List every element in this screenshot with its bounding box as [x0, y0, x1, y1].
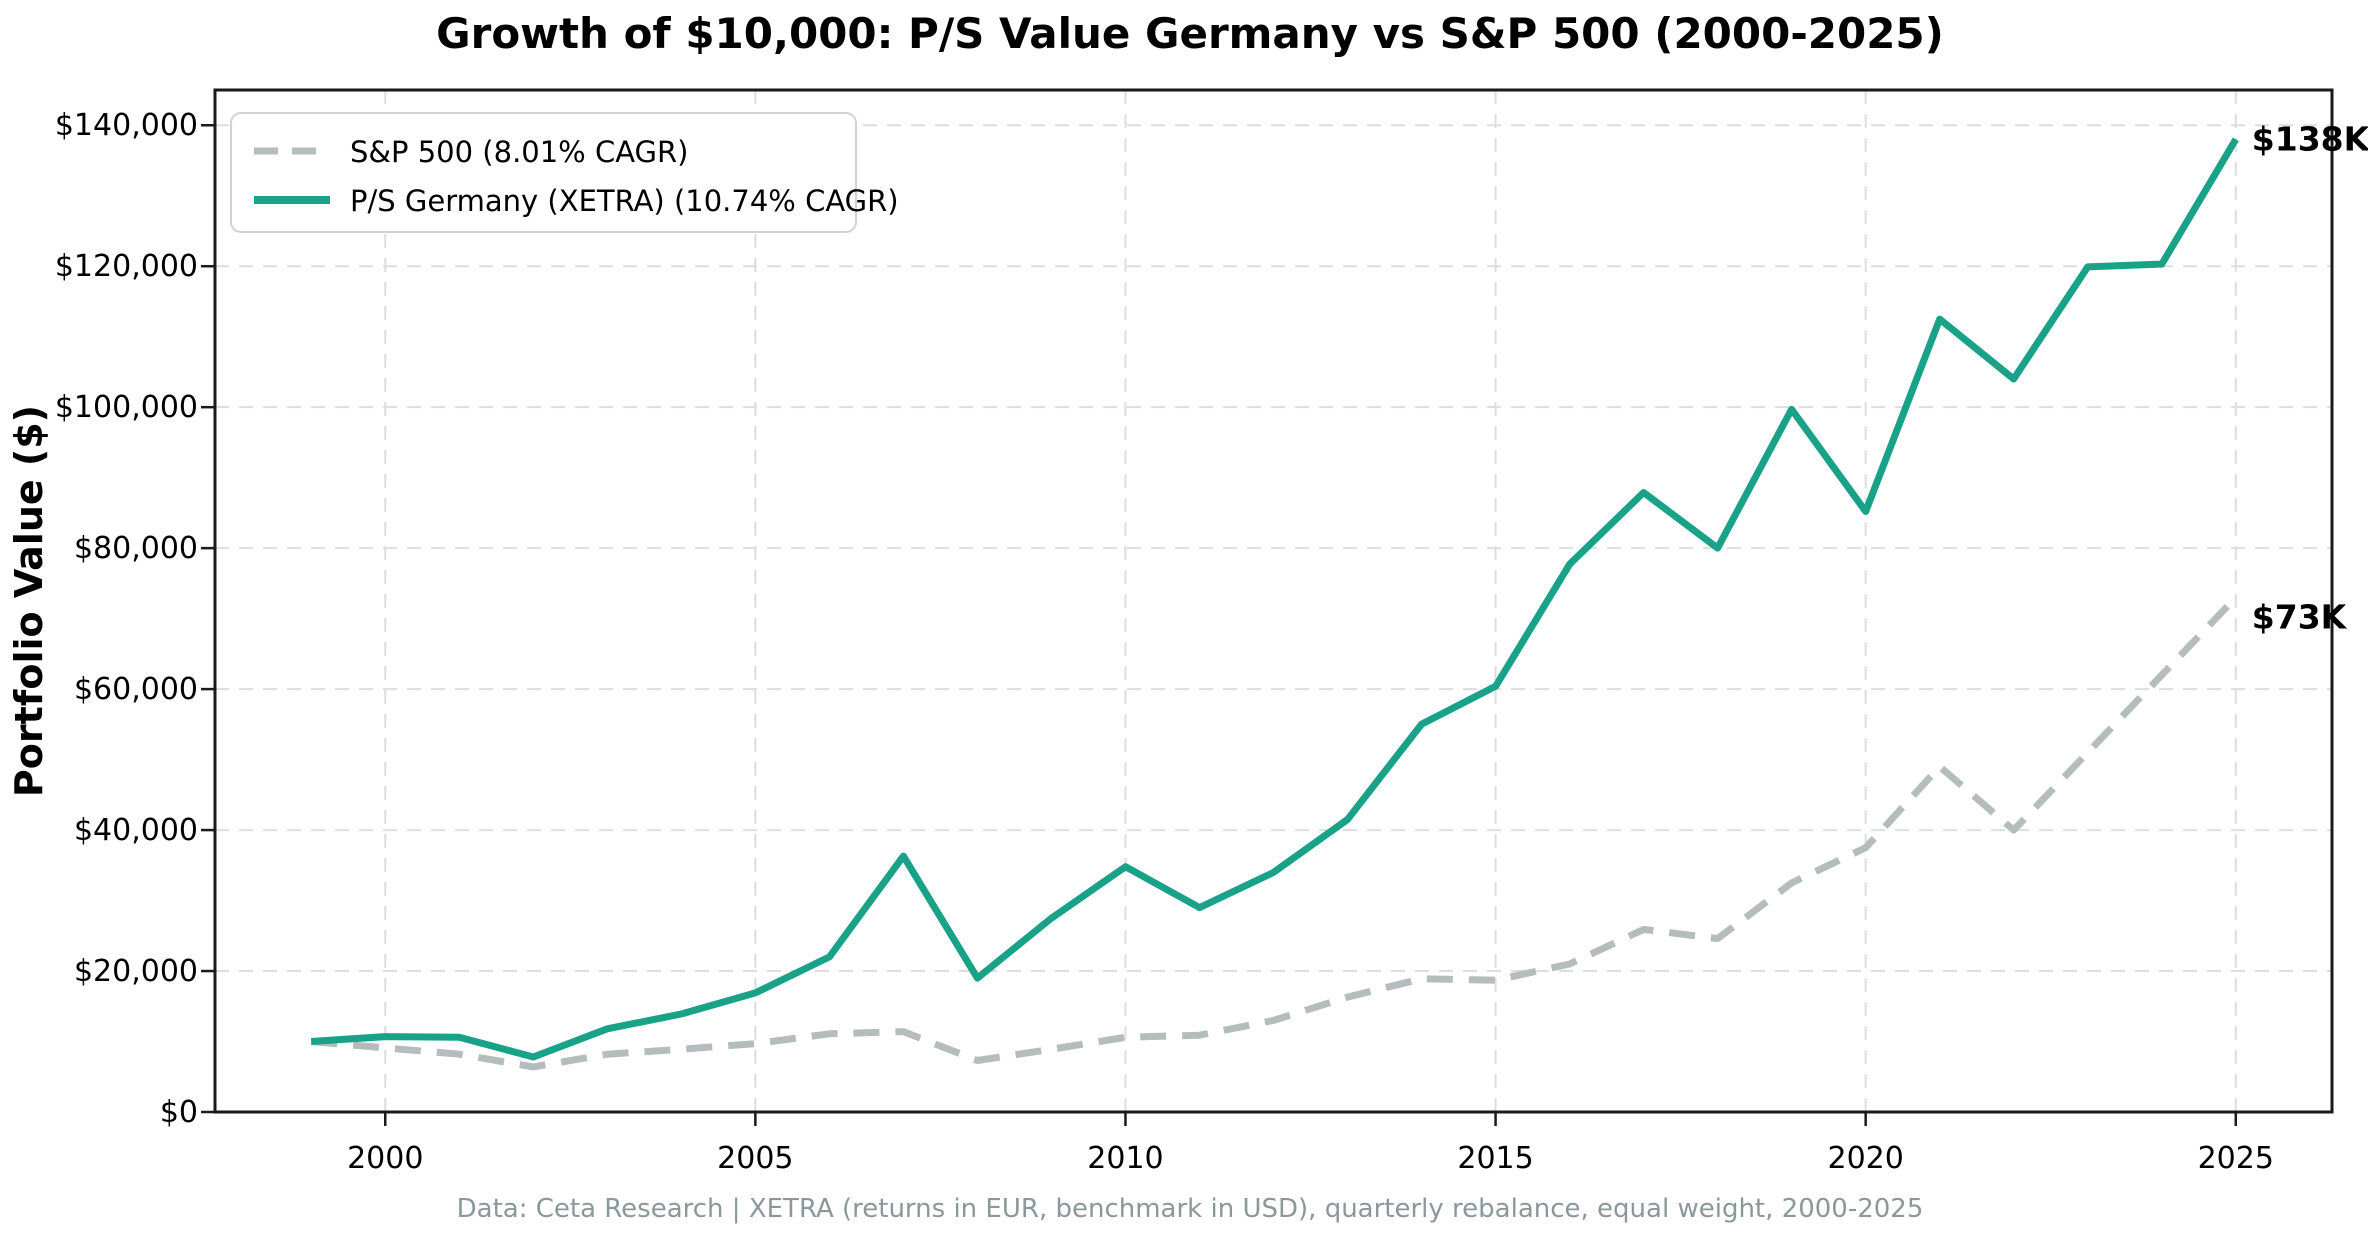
y-tick-label: $40,000 — [74, 813, 198, 848]
germany-line — [310, 137, 2239, 1061]
y-tick-label: $0 — [160, 1095, 198, 1130]
x-tick-label: 2010 — [1087, 1141, 1163, 1176]
sp500-end-label: $73K — [2252, 597, 2348, 636]
legend-label-sp500: S&P 500 (8.01% CAGR) — [350, 135, 688, 169]
y-tick-label: $140,000 — [55, 108, 198, 143]
x-tick-label: 2005 — [717, 1141, 793, 1176]
y-tick-label: $100,000 — [55, 390, 198, 425]
plot-border — [213, 88, 2334, 1114]
sp500-line — [310, 595, 2239, 1071]
x-tick-label: 2015 — [1457, 1141, 1533, 1176]
germany-end-label: $138K — [2252, 119, 2368, 158]
y-tick-label: $20,000 — [74, 954, 198, 989]
footer-note: Data: Ceta Research | XETRA (returns in … — [457, 1194, 1924, 1224]
chart-title: Growth of $10,000: P/S Value Germany vs … — [436, 9, 1944, 58]
legend-box — [230, 112, 857, 233]
legend: S&P 500 (8.01% CAGR) P/S Germany (XETRA)… — [230, 112, 899, 233]
x-tick-label: 2025 — [2198, 1141, 2274, 1176]
x-tick-label: 2020 — [1827, 1141, 1903, 1176]
data-series — [310, 137, 2239, 1071]
x-tick-label: 2000 — [347, 1141, 423, 1176]
y-axis-label: Portfolio Value ($) — [7, 405, 51, 797]
y-tick-label: $80,000 — [74, 531, 198, 566]
axis-ticks: $0 $20,000 $40,000 $60,000 $80,000 $100,000 $1… — [55, 108, 2274, 1176]
legend-label-germany: P/S Germany (XETRA) (10.74% CAGR) — [350, 184, 899, 218]
y-tick-label: $60,000 — [74, 672, 198, 707]
y-tick-label: $120,000 — [55, 249, 198, 284]
gridlines — [215, 90, 2332, 1112]
